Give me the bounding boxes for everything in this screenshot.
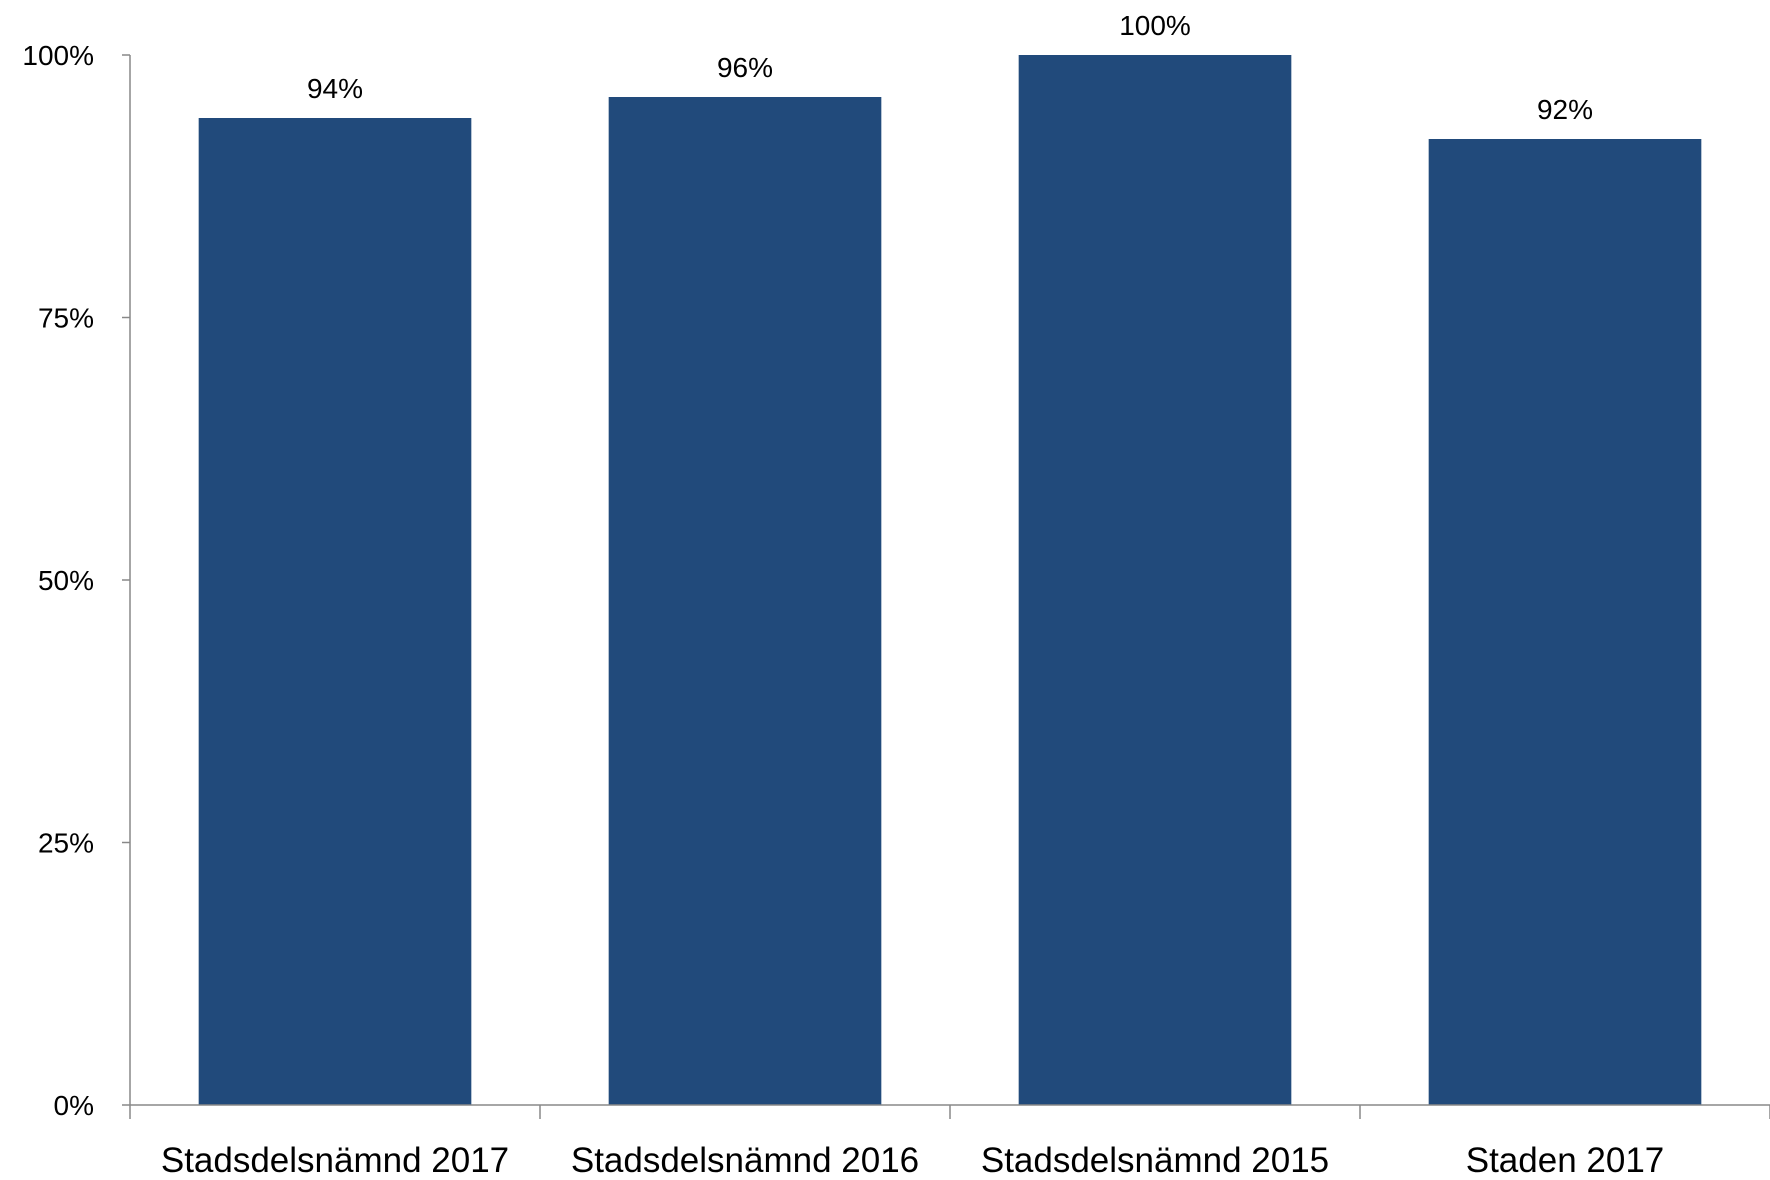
bar — [1428, 139, 1702, 1105]
y-tick-label: 75% — [38, 303, 94, 334]
data-label: 96% — [717, 52, 773, 83]
x-category-label: Stadsdelsnämnd 2017 — [161, 1141, 509, 1180]
y-tick-label: 25% — [38, 828, 94, 859]
x-category-label: Stadsdelsnämnd 2016 — [571, 1141, 919, 1180]
bar — [1018, 55, 1292, 1105]
bars-group — [198, 55, 1702, 1105]
y-tick-label: 100% — [22, 40, 94, 71]
x-axis: Stadsdelsnämnd 2017 Stadsdelsnämnd 2016 St… — [129, 1104, 1770, 1180]
x-category-label: Stadsdelsnämnd 2015 — [981, 1141, 1329, 1180]
bar — [608, 97, 882, 1105]
bar — [198, 118, 472, 1105]
data-label: 94% — [307, 73, 363, 104]
data-label: 92% — [1537, 94, 1593, 125]
x-category-label: Staden 2017 — [1466, 1141, 1665, 1180]
y-tick-label: 50% — [38, 565, 94, 596]
data-label: 100% — [1119, 10, 1191, 41]
data-labels-group: 94% 96% 100% 92% — [307, 10, 1593, 125]
y-axis: 0% 25% 50% 75% 100% — [22, 40, 131, 1121]
y-tick-label: 0% — [54, 1090, 94, 1121]
